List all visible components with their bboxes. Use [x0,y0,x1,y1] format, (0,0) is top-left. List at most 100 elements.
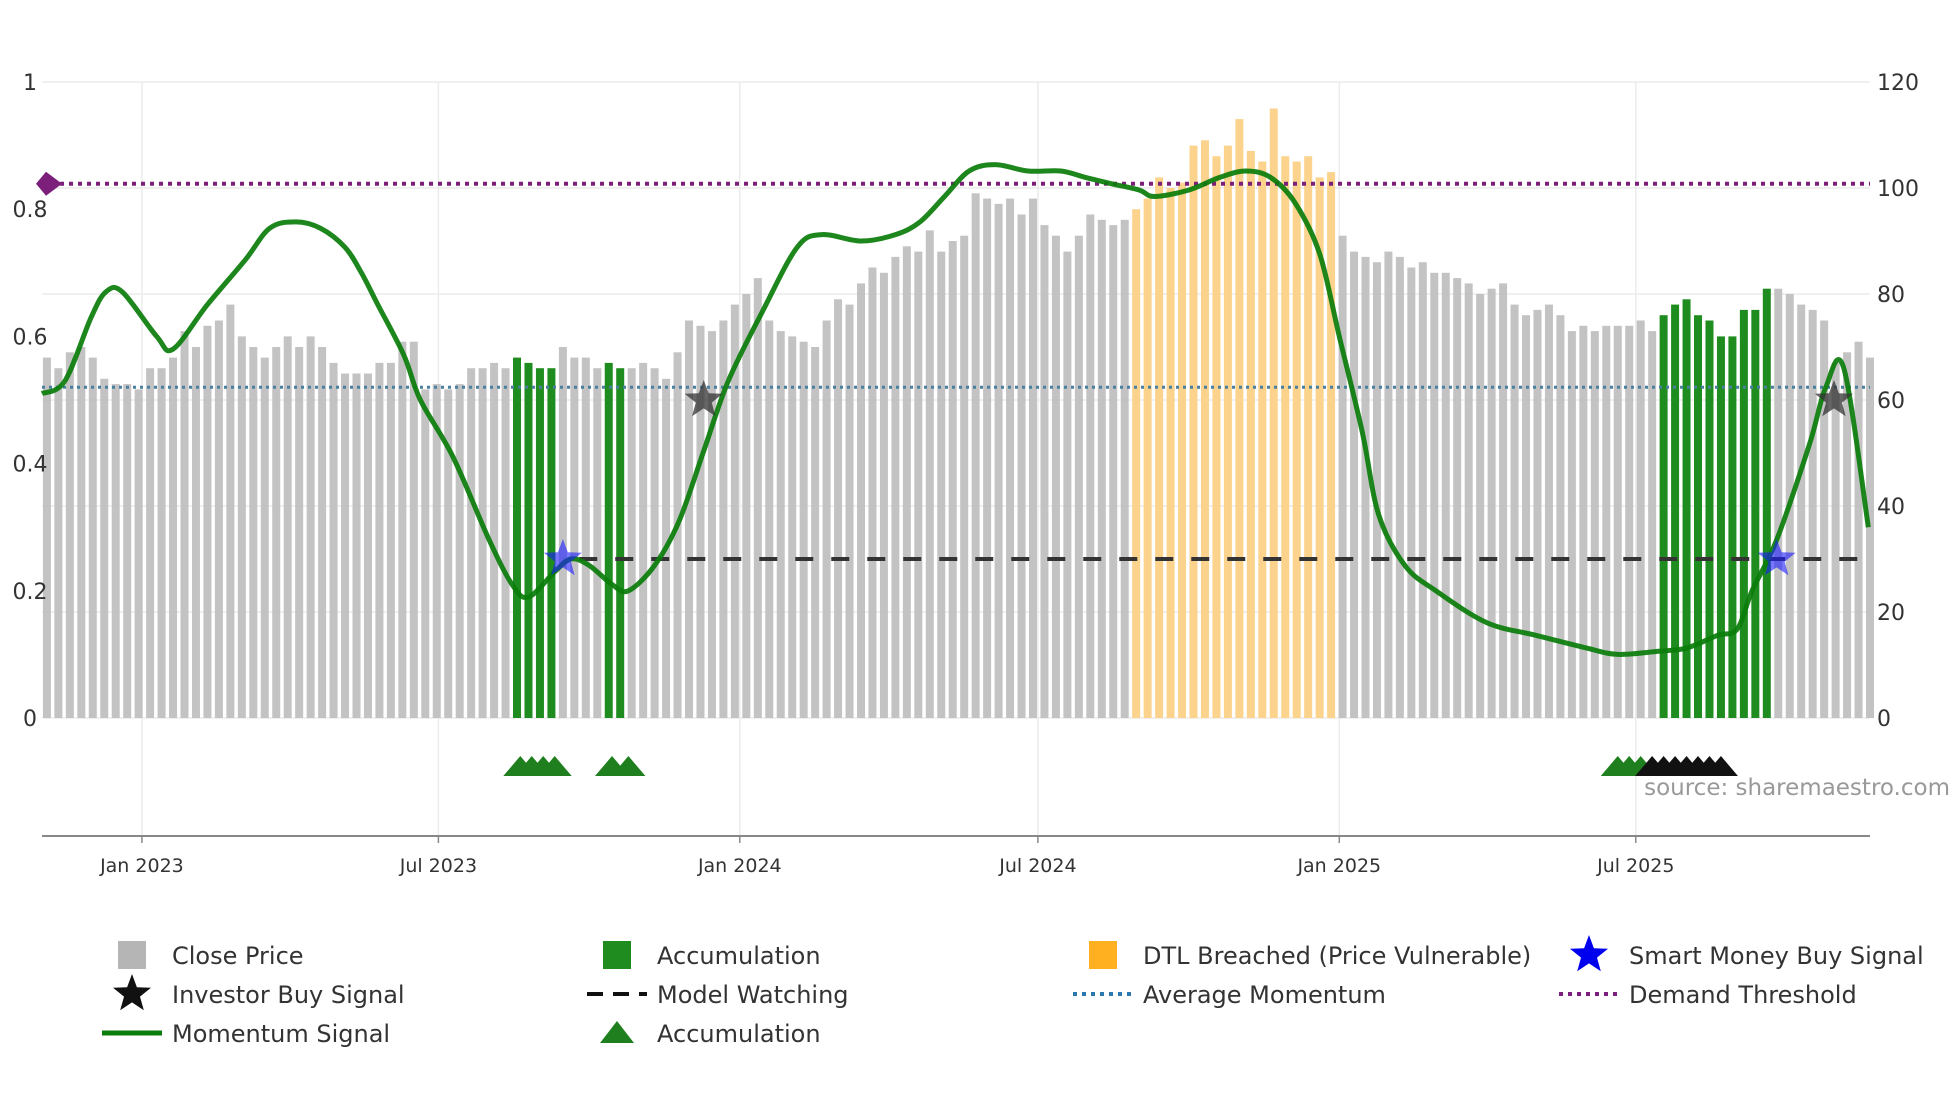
price-bar [1705,320,1714,718]
price-bar [203,325,212,718]
price-bar [616,368,625,718]
x-tick-label: Jan 2024 [697,855,782,877]
investor-buy-star [684,380,723,417]
close-price-swatch [118,941,146,969]
price-bar [742,294,751,718]
price-bar [730,304,739,718]
legend-item-investor: Investor Buy Signal [113,974,405,1011]
price-bar [948,241,957,718]
price-bar [1808,309,1817,718]
price-bar [444,389,453,718]
price-bar [1820,320,1829,718]
price-bar [501,368,510,718]
price-bar [1315,177,1324,718]
price-bar [914,251,923,718]
price-bar [1246,150,1255,718]
price-bar [685,320,694,718]
price-bar [1739,309,1748,718]
price-bar [834,299,843,718]
price-bar [535,368,544,718]
price-bar [191,347,200,718]
price-bar [1694,315,1703,718]
x-tick-label: Jan 2023 [99,855,184,877]
price-bar [1682,299,1691,718]
price-bar [306,336,315,718]
legend-label: Demand Threshold [1629,981,1857,1009]
price-bar [776,331,785,718]
right-tick-label: 20 [1877,601,1905,626]
price-bar [1350,251,1359,718]
legend-item-smart-money: Smart Money Buy Signal [1570,935,1924,972]
dtl-swatch [1089,941,1117,969]
left-tick-label: 1 [23,71,37,96]
price-bar [1132,209,1141,718]
price-bar [765,320,774,718]
price-bar [386,362,395,718]
price-bar [169,357,178,718]
price-bar [811,347,820,718]
price-bar [1028,198,1037,719]
price-bar [960,235,969,718]
price-bar [1143,198,1152,719]
x-tick-label: Jul 2024 [998,855,1076,877]
legend-label: Momentum Signal [172,1020,390,1048]
price-bar [329,362,338,718]
price-bar [1258,161,1267,718]
price-bar [1327,172,1336,719]
price-bar [1648,331,1657,718]
price-bar [409,341,418,718]
price-bar [753,278,762,718]
signal-markers [503,380,1853,776]
price-bar [1831,362,1840,718]
legend-item-momentum: Momentum Signal [102,1020,390,1048]
price-bar [1074,235,1083,718]
price-bar [1751,309,1760,718]
price-bar [88,357,97,718]
price-bar [398,341,407,718]
price-bar [1361,256,1370,718]
price-bar [1453,278,1462,718]
left-tick-label: 0 [23,707,37,732]
right-tick-label: 100 [1877,177,1919,202]
price-bar [1866,357,1874,718]
price-bar [1728,336,1737,718]
price-bar [1544,304,1553,718]
legend: Close Price Accumulation DTL Breached (Pri… [102,935,1924,1048]
price-bar [570,357,579,718]
price-bar [822,320,831,718]
price-bars [42,108,1874,719]
price-bar [341,373,350,718]
price-bar [352,373,361,718]
legend-label: Accumulation [657,942,821,970]
legend-item-model-watching: Model Watching [587,981,849,1009]
legend-label: Smart Money Buy Signal [1629,942,1924,970]
price-bar [639,362,648,718]
price-bar [513,357,522,718]
investor-buy-star [1814,380,1853,417]
x-tick-label: Jul 2025 [1596,855,1674,877]
legend-label: Average Momentum [1143,981,1386,1009]
price-bar [1097,219,1106,719]
legend-item-average-momentum: Average Momentum [1073,981,1386,1009]
price-bar [65,352,74,718]
right-tick-label: 120 [1877,71,1919,96]
price-bar [1625,325,1634,718]
price-bar [1797,304,1806,718]
legend-label: Investor Buy Signal [172,981,405,1009]
price-bar [1178,182,1187,718]
price-bar [937,251,946,718]
price-bar [1533,309,1542,718]
left-tick-label: 0.6 [13,325,48,350]
price-bar [524,362,533,718]
price-bar [1040,225,1049,718]
price-bar [111,384,120,718]
price-bar [455,384,464,718]
price-bar [1086,214,1095,718]
price-bar [375,362,384,718]
price-bar [1189,145,1198,719]
price-bar [146,368,155,718]
price-bar [1671,304,1680,718]
price-bar [1579,325,1588,718]
price-bar [1510,304,1519,718]
price-bar [983,198,992,719]
